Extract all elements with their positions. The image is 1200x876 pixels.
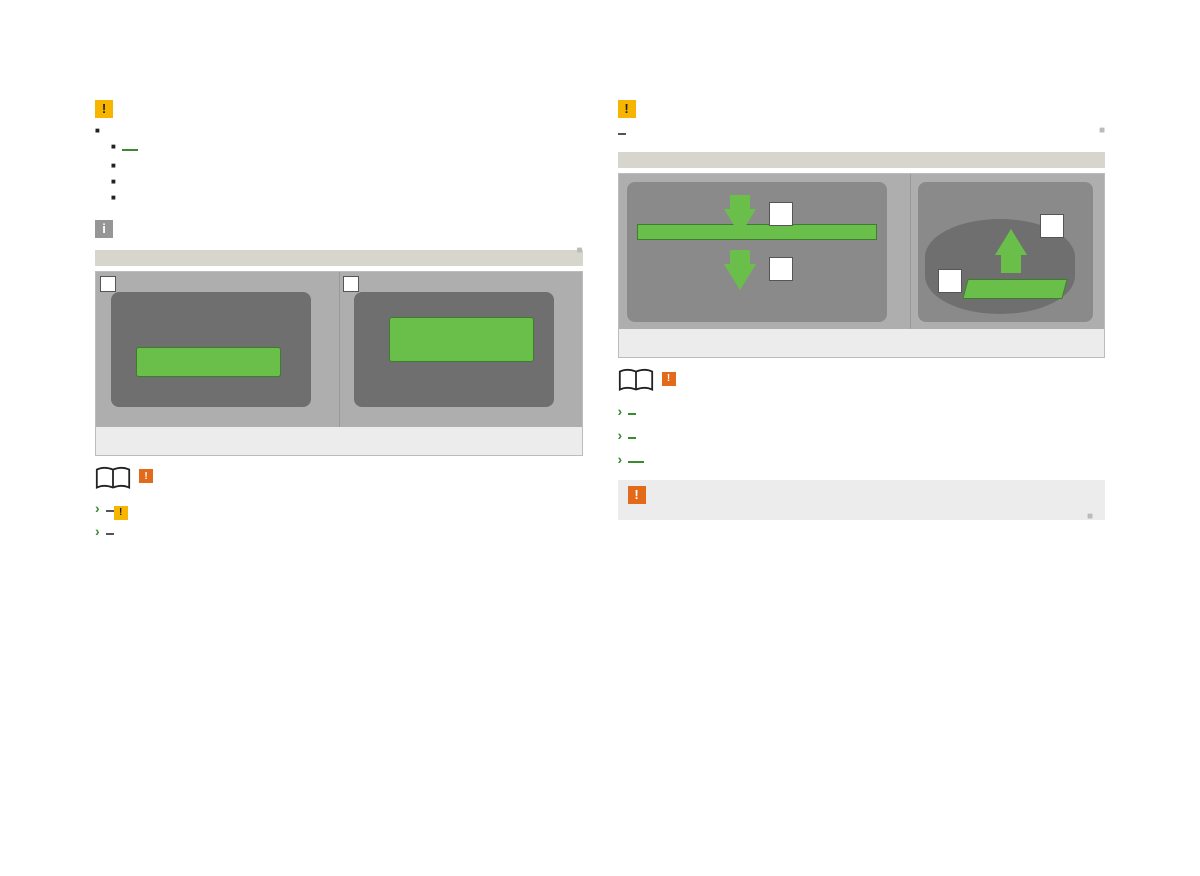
section-bar-left (95, 250, 583, 266)
fig49-tag-4 (938, 269, 962, 293)
folding-list (618, 428, 1106, 444)
page-columns: ! i ■ (95, 100, 1105, 544)
fig48-label-a (100, 276, 116, 292)
fig48-caption (96, 427, 582, 455)
pulling-list (618, 404, 1106, 420)
fig49-caption (619, 329, 1105, 357)
end-marker: ■ (1099, 124, 1105, 138)
warn-badge-icon: ! (662, 372, 676, 386)
caution-sublist (95, 140, 583, 205)
end-marker: ■ (576, 244, 582, 258)
warning-body: ■ (618, 506, 1106, 520)
left-column: ! i ■ (95, 100, 583, 544)
warning-head: ! (618, 480, 1106, 506)
right-column: ! ■ (618, 100, 1106, 544)
sub-height (111, 159, 583, 173)
fig49-tag-2 (769, 257, 793, 281)
pulling-item (618, 404, 1106, 420)
caution-icon: ! (618, 100, 636, 118)
page-footer (95, 796, 115, 814)
caution-badge-icon: ! (114, 506, 128, 520)
pos-1: ! (95, 501, 583, 520)
removing-list (618, 452, 1106, 468)
caution-head-left: ! (95, 100, 583, 118)
caution-head-right: ! (618, 100, 1106, 118)
readfirst-left: ! (95, 466, 583, 491)
fig49-tag-1 (769, 202, 793, 226)
fig49-image (619, 174, 1105, 329)
book-icon (618, 368, 654, 393)
caution-icon: ! (95, 100, 113, 118)
note-icon: i (95, 220, 113, 238)
warning-icon: ! (628, 486, 646, 504)
sub-noobject (111, 191, 583, 205)
note-head: i (95, 220, 583, 238)
fig49-tag-3 (1040, 214, 1064, 238)
removing-item (618, 452, 1106, 468)
section-bar-right (618, 152, 1106, 168)
sub-jammed (111, 175, 583, 189)
caution-intro (95, 124, 583, 138)
fig49-frame (618, 173, 1106, 358)
fig48-label-b (343, 276, 359, 292)
sub-mounts (111, 140, 583, 156)
book-icon (95, 466, 131, 491)
end-marker: ■ (1087, 510, 1093, 524)
warning-block: ! ■ (618, 480, 1106, 520)
caution-text-right: ■ (618, 124, 1106, 140)
fig48-frame (95, 271, 583, 456)
readfirst-right: ! (618, 368, 1106, 393)
folding-item (618, 428, 1106, 444)
pos-2 (95, 524, 583, 540)
warn-badge-icon: ! (139, 469, 153, 483)
fig48-image (96, 272, 582, 427)
positions-list: ! (95, 501, 583, 540)
